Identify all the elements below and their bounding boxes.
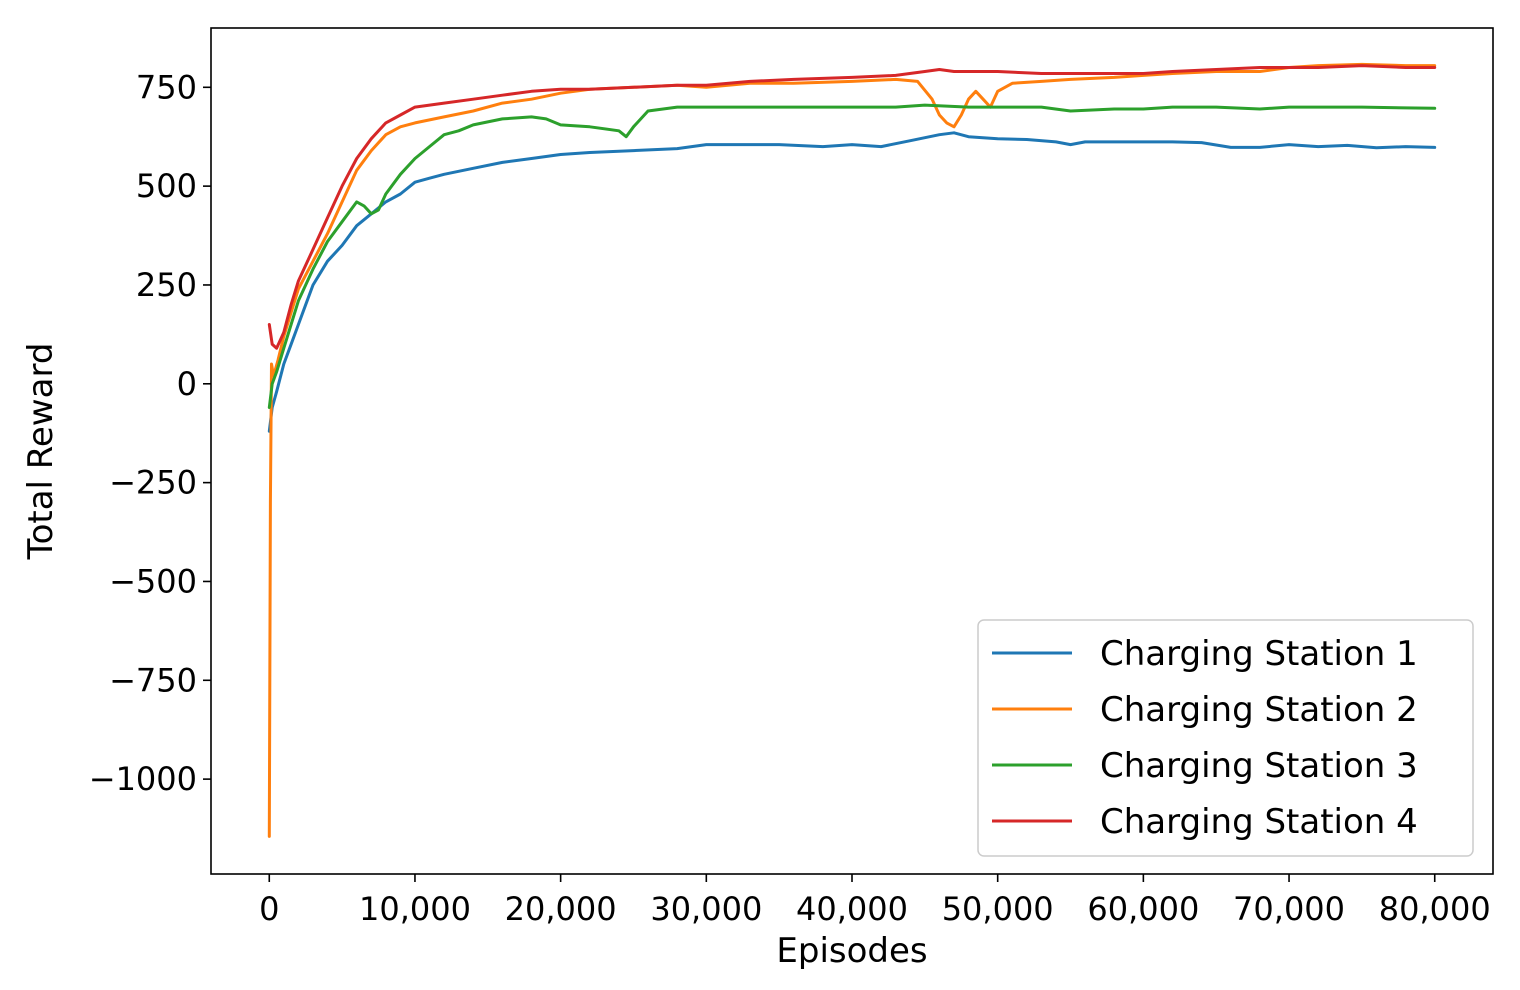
series-line-1 [267,131,1437,433]
x-tick-label: 70,000 [1233,890,1345,928]
legend-label-1: Charging Station 1 [1100,634,1418,674]
y-tick-label: 750 [136,68,197,106]
y-tick-label: −1000 [89,760,197,798]
legend-box [977,619,1474,857]
x-tick-label: 20,000 [505,890,617,928]
x-axis-ticks: 0 10,000 20,000 30,000 40,000 50,000 60,000 70,… [259,874,1491,928]
y-axis-label: Total Reward [21,343,61,561]
y-tick-label: 0 [177,365,197,403]
y-axis-ticks: 750 500 250 0 −250 −500 −750 −1000 [89,68,211,798]
y-tick-label: −750 [109,661,197,699]
legend-label-3: Charging Station 3 [1100,746,1418,786]
series-line-4 [267,64,1437,350]
x-tick-label: 0 [259,890,279,928]
x-axis-label: Episodes [776,931,927,971]
y-tick-label: 250 [136,266,197,304]
legend-label-4: Charging Station 4 [1100,802,1418,842]
legend-label-2: Charging Station 2 [1100,690,1418,730]
x-tick-label: 80,000 [1379,890,1491,928]
x-tick-label: 30,000 [650,890,762,928]
series-layer [267,62,1437,838]
x-tick-label: 10,000 [359,890,471,928]
y-tick-label: 500 [136,167,197,205]
x-tick-label: 40,000 [796,890,908,928]
y-tick-label: −500 [109,562,197,600]
x-tick-label: 50,000 [942,890,1054,928]
legend: Charging Station 1 Charging Station 2 Char… [977,619,1474,857]
series-line-3 [267,103,1437,409]
y-tick-label: −250 [109,464,197,502]
x-tick-label: 60,000 [1087,890,1199,928]
series-line-2 [267,62,1437,838]
